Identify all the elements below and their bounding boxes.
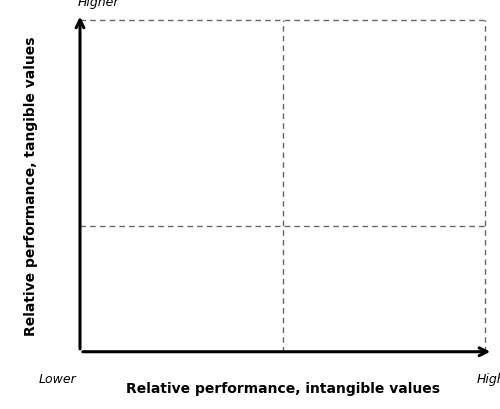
Text: Higher: Higher [78, 0, 120, 9]
Text: Higher: Higher [476, 373, 500, 386]
Text: Relative performance, intangible values: Relative performance, intangible values [126, 382, 440, 396]
Text: Lower: Lower [38, 373, 76, 386]
Text: Relative performance, tangible values: Relative performance, tangible values [24, 36, 38, 336]
